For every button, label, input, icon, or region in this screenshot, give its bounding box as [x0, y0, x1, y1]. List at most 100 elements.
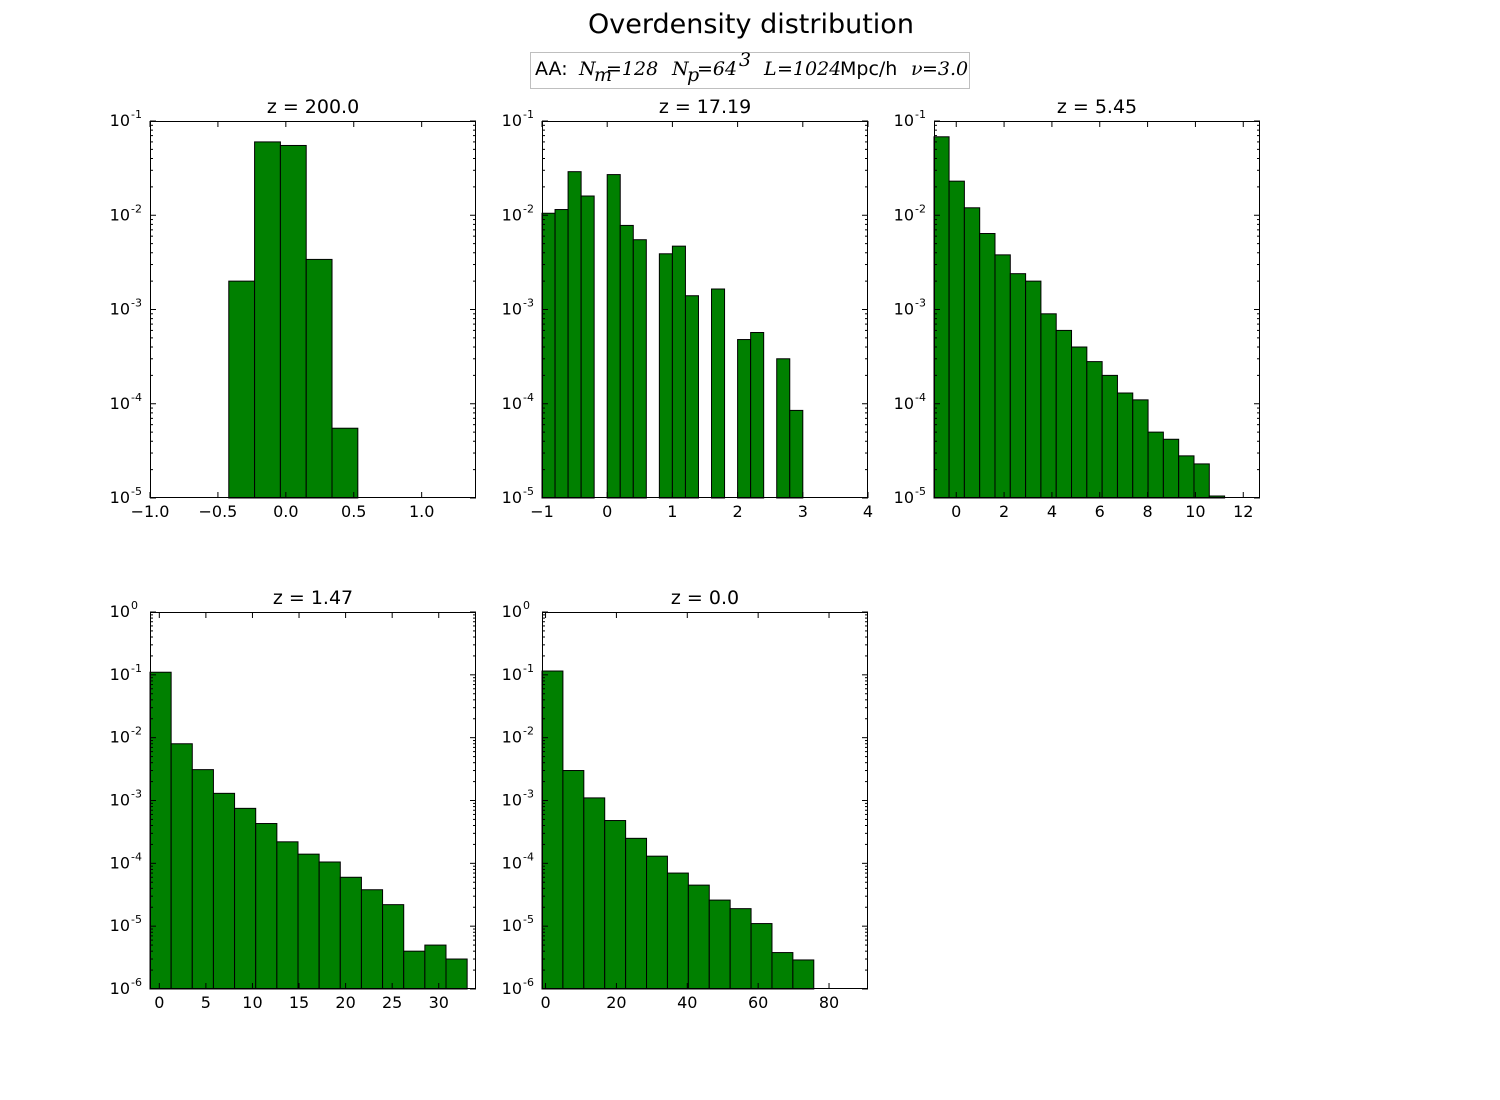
histogram-bar — [606, 174, 621, 499]
x-tick-label: 2 — [733, 502, 743, 521]
x-tick-label: 15 — [289, 993, 309, 1012]
histogram-bar — [1025, 280, 1042, 499]
y-tick-label: 10 — [110, 300, 130, 319]
legend-l-value: =1024 — [777, 58, 841, 80]
x-tick-label: 3 — [798, 502, 808, 521]
histogram-bar — [658, 253, 673, 499]
histogram-bar — [562, 770, 585, 990]
histogram-bar — [580, 195, 595, 499]
y-tick-exponent: 0 — [523, 599, 530, 612]
y-tick-exponent: -5 — [915, 485, 926, 498]
histogram-bar — [933, 136, 950, 499]
y-tick-label: 10 — [110, 979, 130, 998]
histogram-bar — [254, 141, 281, 499]
y-tick-label: 10 — [894, 488, 914, 507]
legend-np-superscript: 3 — [739, 49, 751, 71]
y-tick-exponent: -5 — [523, 913, 534, 926]
histogram-bar — [403, 950, 426, 990]
legend-frame — [530, 52, 970, 89]
y-tick-exponent: -3 — [915, 297, 926, 310]
x-tick-label: 6 — [1095, 502, 1105, 521]
panel-title: z = 200.0 — [267, 96, 359, 118]
histogram-bar — [771, 952, 794, 990]
x-tick-label: 80 — [819, 993, 839, 1012]
x-tick-label: 0 — [951, 502, 961, 521]
x-tick-label: 4 — [1047, 502, 1057, 521]
x-tick-label: −0.5 — [198, 502, 237, 521]
y-tick-exponent: -3 — [131, 788, 142, 801]
y-tick-exponent: -1 — [131, 662, 142, 675]
x-tick-label: 2 — [999, 502, 1009, 521]
x-tick-label: 10 — [242, 993, 262, 1012]
histogram-bar — [297, 853, 320, 990]
y-tick-label: 10 — [502, 488, 522, 507]
histogram-bar — [1193, 463, 1210, 499]
histogram-bar — [789, 409, 804, 499]
x-tick-label: 25 — [382, 993, 402, 1012]
y-tick-label: 10 — [502, 394, 522, 413]
y-tick-exponent: -5 — [131, 485, 142, 498]
y-tick-exponent: -5 — [523, 485, 534, 498]
histogram-bar — [331, 427, 359, 499]
legend: AA: N m =128 N p =64 3 L =1024 Mpc/h ν =… — [530, 49, 970, 89]
histogram-bar — [632, 239, 647, 499]
y-tick-exponent: -4 — [131, 391, 142, 404]
x-tick-label: 10 — [1185, 502, 1205, 521]
x-tick-label: 0 — [154, 993, 164, 1012]
y-tick-exponent: -4 — [915, 391, 926, 404]
y-tick-exponent: -4 — [131, 850, 142, 863]
histogram-bar — [671, 245, 686, 499]
histogram-bar — [318, 861, 341, 990]
x-tick-label: 20 — [335, 993, 355, 1012]
legend-np-symbol: N — [671, 58, 690, 80]
histogram-bar — [445, 958, 468, 990]
panel-1: z = 200.0−1.0 −0.5 0.0 0.5 1.010-510-410-310… — [110, 96, 476, 521]
histogram-bar — [567, 171, 582, 499]
x-tick-label: 0.5 — [341, 502, 366, 521]
histogram-bar — [963, 207, 981, 499]
y-tick-label: 10 — [502, 853, 522, 872]
histogram-bar — [305, 258, 333, 499]
histogram-bar — [1147, 431, 1164, 499]
x-tick-label: 1.0 — [409, 502, 434, 521]
histogram-bar — [255, 823, 278, 990]
x-tick-label: 4 — [863, 502, 873, 521]
y-tick-label: 10 — [110, 205, 130, 224]
y-tick-label: 10 — [894, 394, 914, 413]
y-tick-label: 10 — [502, 916, 522, 935]
histogram-bar — [1055, 329, 1073, 499]
legend-prefix: AA: — [535, 58, 568, 80]
y-tick-label: 10 — [110, 916, 130, 935]
y-tick-exponent: -4 — [523, 391, 534, 404]
y-tick-label: 10 — [502, 728, 522, 747]
y-tick-label: 10 — [894, 205, 914, 224]
y-tick-label: 10 — [502, 602, 522, 621]
x-tick-label: 1 — [667, 502, 677, 521]
panel-5: z = 0.00 20 40 60 8010-610-510-410-310-210-1… — [502, 587, 868, 1012]
histogram-bar — [1116, 392, 1134, 499]
histogram-bar — [541, 670, 564, 990]
histogram-bar — [666, 872, 689, 990]
histogram-bar — [994, 254, 1011, 499]
histogram-bar — [382, 904, 405, 990]
y-tick-label: 10 — [110, 853, 130, 872]
histogram-bar — [1132, 399, 1149, 499]
histogram-bar — [1101, 374, 1118, 499]
panel-title: z = 0.0 — [671, 587, 739, 609]
histogram-bar — [687, 884, 710, 990]
x-tick-label: 20 — [606, 993, 626, 1012]
y-tick-exponent: -2 — [523, 202, 534, 215]
legend-nu-value: =3.0 — [922, 58, 968, 80]
legend-nm-value: =128 — [606, 58, 658, 80]
legend-np-value: =64 — [697, 58, 737, 80]
x-tick-label: 30 — [429, 993, 449, 1012]
x-tick-label: 5 — [201, 993, 211, 1012]
legend-nm-symbol: N — [578, 58, 597, 80]
y-tick-exponent: -2 — [915, 202, 926, 215]
y-tick-label: 10 — [502, 205, 522, 224]
histogram-bar — [228, 280, 256, 499]
histogram-bar — [708, 899, 731, 990]
histogram-bar — [424, 944, 447, 990]
y-tick-label: 10 — [502, 111, 522, 130]
